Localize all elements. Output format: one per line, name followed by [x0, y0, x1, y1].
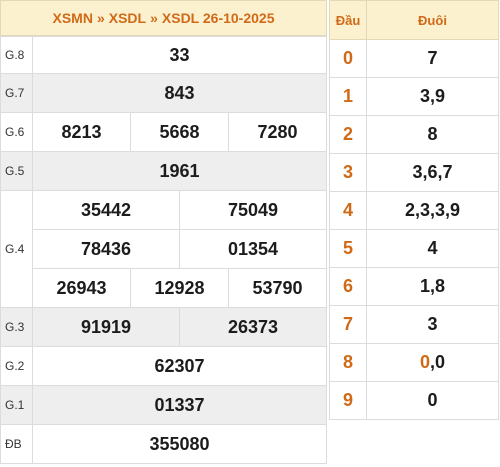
loto-head: 2	[329, 115, 367, 154]
prize-row-g4: G.4 35442 75049	[0, 190, 327, 308]
prize-label: G.7	[0, 73, 33, 113]
loto-head: 7	[329, 305, 367, 344]
loto-tail: 8	[366, 115, 499, 154]
loto-tail-special: 0	[419, 352, 430, 372]
breadcrumb-region-link[interactable]: XSMN	[52, 10, 93, 26]
prize-label: G.3	[0, 307, 33, 347]
loto-table: Đầu Đuôi 0 7 1 3,9 2 8 3 3,6,7 4 2,3,3,9…	[329, 0, 499, 420]
prize-number: 26373	[179, 307, 327, 347]
loto-head: 1	[329, 77, 367, 116]
prize-label: G.4	[0, 190, 33, 308]
loto-row: 5 4	[329, 229, 499, 268]
results-panel: XSMN » XSDL » XSDL 26-10-2025 G.8 33 G.7…	[0, 0, 327, 464]
prize-number: 5668	[130, 112, 229, 152]
prize-row-g2: G.2 62307	[0, 346, 327, 386]
prize-label: G.2	[0, 346, 33, 386]
loto-tail: 3,9	[366, 77, 499, 116]
prize-row-g8: G.8 33	[0, 36, 327, 74]
loto-tail-separator: ,	[429, 352, 435, 372]
loto-head: 5	[329, 229, 367, 268]
prize-number: 7280	[228, 112, 327, 152]
prize-row-g5: G.5 1961	[0, 151, 327, 191]
loto-head: 9	[329, 381, 367, 420]
loto-row: 2 8	[329, 115, 499, 154]
prize-row-g6: G.6 8213 5668 7280	[0, 112, 327, 152]
prize-label: G.1	[0, 385, 33, 425]
tail-column-header: Đuôi	[366, 0, 499, 40]
breadcrumb: XSMN » XSDL » XSDL 26-10-2025	[0, 0, 327, 36]
prize-number: 75049	[179, 190, 327, 230]
loto-row: 9 0	[329, 381, 499, 420]
loto-head: 6	[329, 267, 367, 306]
loto-head: 4	[329, 191, 367, 230]
loto-tail-value: 0	[435, 352, 446, 372]
loto-row: 3 3,6,7	[329, 153, 499, 192]
loto-header-row: Đầu Đuôi	[329, 0, 499, 40]
prize-number: 8213	[32, 112, 131, 152]
prize-number: 26943	[32, 268, 131, 308]
results-table: G.8 33 G.7 843 G.6 8213 5668 7280 G.5 19…	[0, 36, 327, 464]
prize-label: ĐB	[0, 424, 33, 464]
prize-row-g4: 26943 12928 53790	[1, 268, 327, 308]
loto-tail: 4	[366, 229, 499, 268]
prize-row-g3: G.3 91919 26373	[0, 307, 327, 347]
prize-number: 33	[32, 36, 327, 74]
prize-number: 1961	[32, 151, 327, 191]
prize-label: G.5	[0, 151, 33, 191]
loto-tail: 0	[366, 381, 499, 420]
prize-row-g7: G.7 843	[0, 73, 327, 113]
prize-number: 62307	[32, 346, 327, 386]
loto-row: 0 7	[329, 39, 499, 78]
loto-tail: 3,6,7	[366, 153, 499, 192]
loto-head: 3	[329, 153, 367, 192]
loto-row: 1 3,9	[329, 77, 499, 116]
prize-number: 53790	[228, 268, 327, 308]
loto-row: 4 2,3,3,9	[329, 191, 499, 230]
head-column-header: Đầu	[329, 0, 367, 40]
loto-head: 0	[329, 39, 367, 78]
breadcrumb-province-link[interactable]: XSDL	[108, 10, 147, 26]
prize-number: 35442	[32, 190, 180, 230]
breadcrumb-separator: »	[96, 10, 105, 26]
prize-number: 843	[32, 73, 327, 113]
prize-number: 01354	[179, 229, 327, 269]
prize-number: 01337	[32, 385, 327, 425]
prize-row-g4: 78436 01354	[1, 229, 327, 269]
breadcrumb-separator: »	[150, 10, 158, 26]
loto-head: 8	[329, 343, 367, 382]
loto-panel: Đầu Đuôi 0 7 1 3,9 2 8 3 3,6,7 4 2,3,3,9…	[329, 0, 499, 420]
prize-label: G.6	[0, 112, 33, 152]
loto-tail: 1,8	[366, 267, 499, 306]
loto-row: 6 1,8	[329, 267, 499, 306]
prize-row-special: ĐB 355080	[0, 424, 327, 464]
breadcrumb-page-link[interactable]: XSDL 26-10-2025	[161, 10, 275, 26]
loto-tail: 7	[366, 39, 499, 78]
prize-number: 91919	[32, 307, 180, 347]
loto-tail: 3	[366, 305, 499, 344]
special-prize-number: 355080	[32, 424, 327, 464]
prize-label: G.8	[0, 36, 33, 74]
loto-tail: 2,3,3,9	[366, 191, 499, 230]
prize-row-g1: G.1 01337	[0, 385, 327, 425]
prize-number: 12928	[130, 268, 229, 308]
prize-number: 78436	[32, 229, 180, 269]
loto-row: 7 3	[329, 305, 499, 344]
loto-tail: 0,0	[366, 343, 499, 382]
loto-row: 8 0,0	[329, 343, 499, 382]
